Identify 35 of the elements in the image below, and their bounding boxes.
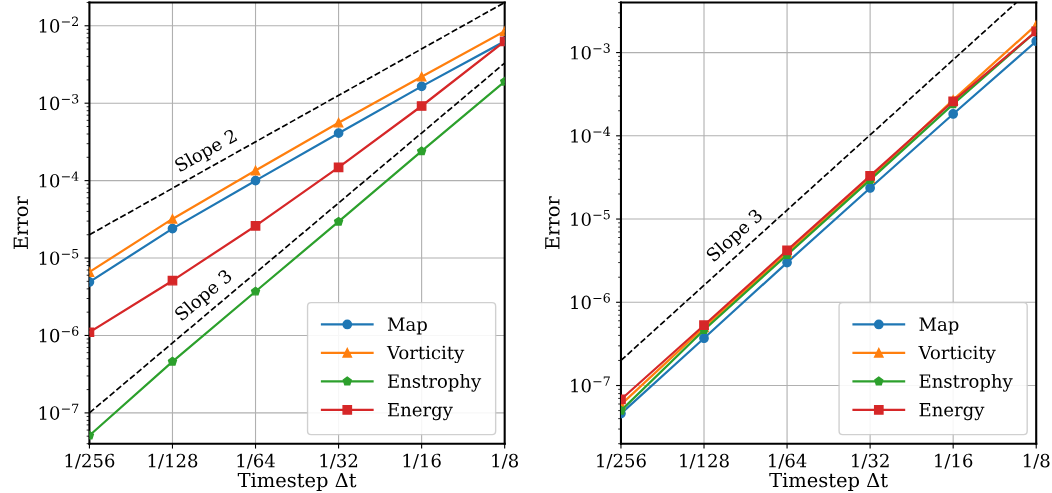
y-tick-label: 10$^{−3}$ — [571, 43, 610, 60]
x-tick-label: 1/16 — [935, 453, 973, 469]
y-tick-label: 10$^{−5}$ — [39, 249, 79, 266]
y-tick-label: 10$^{−4}$ — [39, 171, 79, 188]
y-tick-label: 10$^{−4}$ — [571, 126, 611, 143]
legend-label: Map — [919, 317, 959, 335]
x-tick-label: 1/256 — [65, 453, 115, 469]
y-tick-label: 10$^{−6}$ — [39, 326, 79, 343]
x-tick-label: 1/32 — [320, 453, 358, 469]
x-tick-label: 1/8 — [492, 453, 518, 469]
x-axis-title: Timestep Δt — [769, 472, 888, 492]
x-tick-label: 1/128 — [680, 453, 729, 469]
legend-label: Energy — [387, 403, 453, 421]
x-tick-label: 1/64 — [768, 453, 807, 469]
x-tick-label: 1/128 — [148, 453, 198, 469]
y-tick-label: 10$^{−2}$ — [39, 16, 78, 33]
x-tick-label: 1/32 — [852, 453, 889, 469]
y-axis-title: Error — [13, 196, 29, 249]
legend-label: Enstrophy — [919, 373, 1013, 392]
legend-label: Energy — [919, 403, 985, 421]
legend-label: Vorticity — [918, 345, 996, 364]
x-tick-label: 1/64 — [237, 453, 275, 469]
legend-label: Vorticity — [386, 345, 465, 364]
y-axis-title: Error — [545, 196, 560, 249]
legend-label: Enstrophy — [387, 373, 482, 392]
legend-label: Map — [387, 317, 427, 335]
y-tick-label: 10$^{−3}$ — [39, 93, 79, 111]
x-axis-title: Timestep Δt — [237, 472, 357, 492]
y-tick-label: 10$^{−7}$ — [571, 376, 610, 393]
x-tick-label: 1/16 — [403, 453, 441, 469]
y-tick-label: 10$^{−5}$ — [571, 210, 610, 227]
x-tick-label: 1/256 — [597, 453, 646, 469]
x-tick-label: 1/8 — [1023, 453, 1050, 469]
y-tick-label: 10$^{−7}$ — [39, 403, 79, 420]
y-tick-label: 10$^{−6}$ — [571, 293, 610, 310]
